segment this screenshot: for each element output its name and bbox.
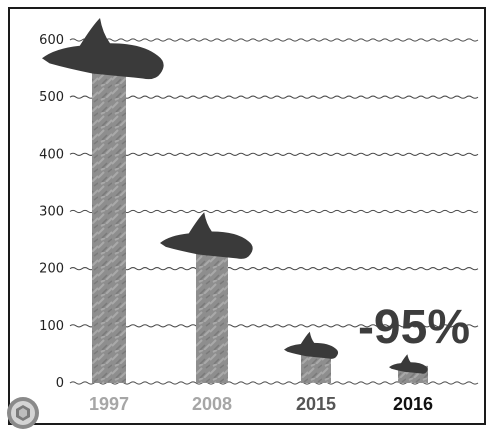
y-tick-label-100: 100: [39, 319, 64, 334]
gridline-100: [69, 324, 479, 328]
x-tick-label-1997: 1997: [89, 394, 129, 414]
bar-1997: [92, 58, 126, 384]
decline-annotation: -95%: [358, 301, 470, 354]
y-tick-label-0: 0: [56, 376, 64, 391]
dolphin-icon: [160, 212, 253, 259]
dolphin-icon: [284, 331, 339, 359]
dolphin-icon: [42, 18, 164, 80]
gridline-600: [69, 38, 479, 42]
dolphin-icon: [389, 354, 428, 374]
gridline-500: [69, 95, 479, 99]
x-tick-label-2015: 2015: [296, 394, 336, 414]
bar-2008: [196, 242, 228, 383]
gridline-400: [69, 152, 479, 156]
y-tick-label-200: 200: [39, 262, 64, 277]
x-tick-label-2016: 2016: [393, 394, 433, 414]
y-tick-label-500: 500: [39, 90, 64, 105]
chart-frame: [8, 7, 486, 425]
gridline-300: [69, 209, 479, 214]
hexagon-logo-icon: [7, 397, 39, 429]
y-tick-label-300: 300: [39, 205, 64, 220]
y-tick-label-600: 600: [39, 33, 64, 48]
x-tick-label-2008: 2008: [192, 394, 232, 414]
y-tick-label-400: 400: [39, 147, 64, 162]
gridline-200: [69, 267, 479, 271]
